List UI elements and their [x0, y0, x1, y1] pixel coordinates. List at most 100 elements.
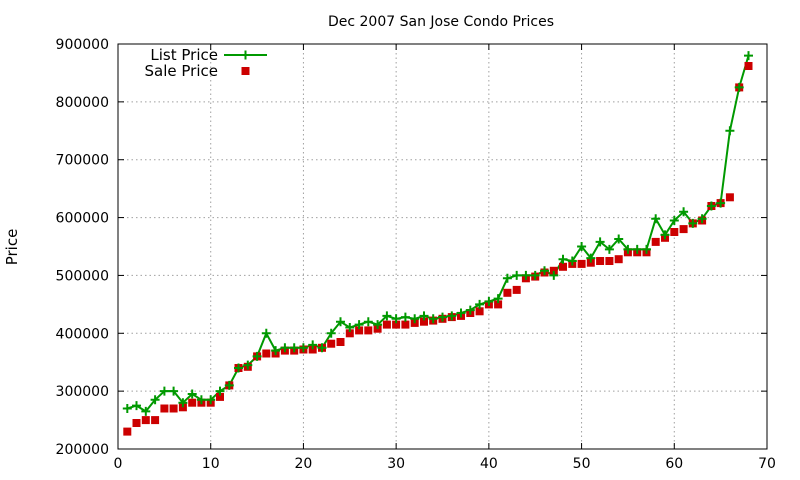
legend-entry-sale-price: Sale Price	[145, 62, 250, 80]
list-price-point	[642, 244, 651, 254]
list-price-point	[540, 266, 549, 276]
list-price-point	[298, 343, 308, 353]
list-price-point	[567, 256, 577, 266]
list-price-point	[419, 311, 429, 321]
grid-lines	[118, 44, 767, 449]
list-price-point	[363, 317, 373, 327]
list-price-point	[150, 395, 160, 405]
list-price-point	[428, 314, 438, 324]
sale-price-point	[549, 266, 558, 275]
y-tick-label: 500000	[56, 268, 109, 284]
x-tick-label: 0	[114, 456, 123, 472]
sale-price-point	[744, 62, 753, 70]
sale-price-point	[725, 193, 734, 202]
list-price-point	[502, 273, 512, 283]
list-price-point	[706, 201, 716, 211]
y-tick-label: 600000	[56, 211, 109, 227]
list-price-point	[475, 299, 485, 309]
x-tick-label: 60	[665, 456, 683, 472]
legend-square-marker	[241, 67, 250, 75]
list-price-point	[261, 328, 271, 338]
x-tick-label: 20	[295, 456, 313, 472]
list-price-point	[382, 311, 392, 321]
list-price-line	[126, 55, 750, 413]
list-price-point	[159, 386, 169, 396]
list-price-point	[410, 314, 420, 324]
sale-price-point	[345, 329, 354, 338]
list-price-point	[196, 395, 206, 405]
list-price-point	[141, 406, 151, 416]
list-price-point	[132, 401, 141, 411]
sale-price-point	[586, 258, 595, 267]
sale-price-point	[512, 285, 521, 294]
legend-plus-marker	[241, 50, 250, 60]
list-price-point	[512, 270, 522, 280]
chart-title: Dec 2007 San Jose Condo Prices	[328, 14, 554, 30]
y-tick-label: 400000	[56, 326, 109, 342]
sale-price-point	[382, 320, 391, 329]
sale-price-point	[401, 320, 410, 329]
legend-label: List Price	[150, 46, 218, 64]
list-price-point	[391, 314, 401, 324]
sale-price-point	[670, 228, 679, 236]
sale-price-point	[494, 300, 503, 309]
list-price-point	[697, 214, 707, 224]
list-price-point	[122, 404, 132, 413]
plot-frame	[117, 43, 768, 450]
sale-price-point	[420, 317, 428, 326]
list-price-point	[651, 214, 661, 224]
list-price-point	[558, 254, 568, 264]
sale-price-point	[169, 404, 178, 413]
list-price-point	[326, 328, 336, 338]
list-price-point	[271, 346, 281, 356]
list-price-point	[586, 253, 596, 263]
list-price-point	[252, 351, 262, 361]
x-tick-label: 40	[480, 456, 498, 472]
y-tick-label: 300000	[56, 384, 109, 400]
y-tick-label: 900000	[56, 37, 109, 53]
sale-price-point	[151, 416, 160, 425]
list-price-point	[716, 198, 726, 208]
sale-price-point	[178, 403, 187, 412]
sale-price-point	[614, 255, 623, 264]
sale-price-point	[679, 225, 688, 234]
sale-price-point	[392, 320, 401, 329]
y-tick-label: 800000	[56, 95, 109, 111]
list-price-point	[234, 363, 243, 373]
list-price-point	[215, 386, 225, 396]
list-price-point	[169, 386, 179, 396]
legend: List Price Sale Price	[145, 46, 267, 80]
list-price-point	[345, 323, 355, 332]
list-price-point	[206, 395, 216, 405]
list-price-point	[224, 380, 234, 390]
sale-price-point	[503, 288, 512, 297]
list-price-point	[308, 340, 318, 350]
list-price-point	[456, 308, 466, 318]
sale-price-point	[559, 262, 567, 271]
list-price-point	[289, 343, 299, 353]
plot-border	[117, 43, 768, 450]
list-price-point	[679, 207, 689, 217]
sale-price-point	[605, 257, 614, 265]
series-layer	[122, 51, 753, 436]
x-tick-label: 10	[202, 456, 220, 472]
sale-price-point	[596, 257, 605, 265]
sale-price-point	[308, 345, 317, 354]
sale-price-point	[123, 427, 132, 436]
list-price-point	[336, 317, 345, 327]
x-tick-label: 50	[573, 456, 591, 472]
list-price-point	[484, 297, 494, 306]
list-price-point	[280, 343, 290, 353]
sale-price-point	[216, 392, 224, 401]
list-price-point	[354, 320, 364, 330]
list-price-point	[465, 305, 475, 315]
sale-price-point	[327, 339, 336, 348]
list-price-point	[178, 398, 188, 408]
sale-price-point	[577, 259, 586, 268]
list-price-point	[187, 389, 197, 399]
sale-price-point	[188, 398, 197, 407]
list-price-point	[688, 218, 698, 228]
axis-ticks: 0 10 20 30 40 50 60 70 200000 300000 400000 500000 6…	[56, 37, 776, 472]
list-price-point	[577, 242, 587, 251]
